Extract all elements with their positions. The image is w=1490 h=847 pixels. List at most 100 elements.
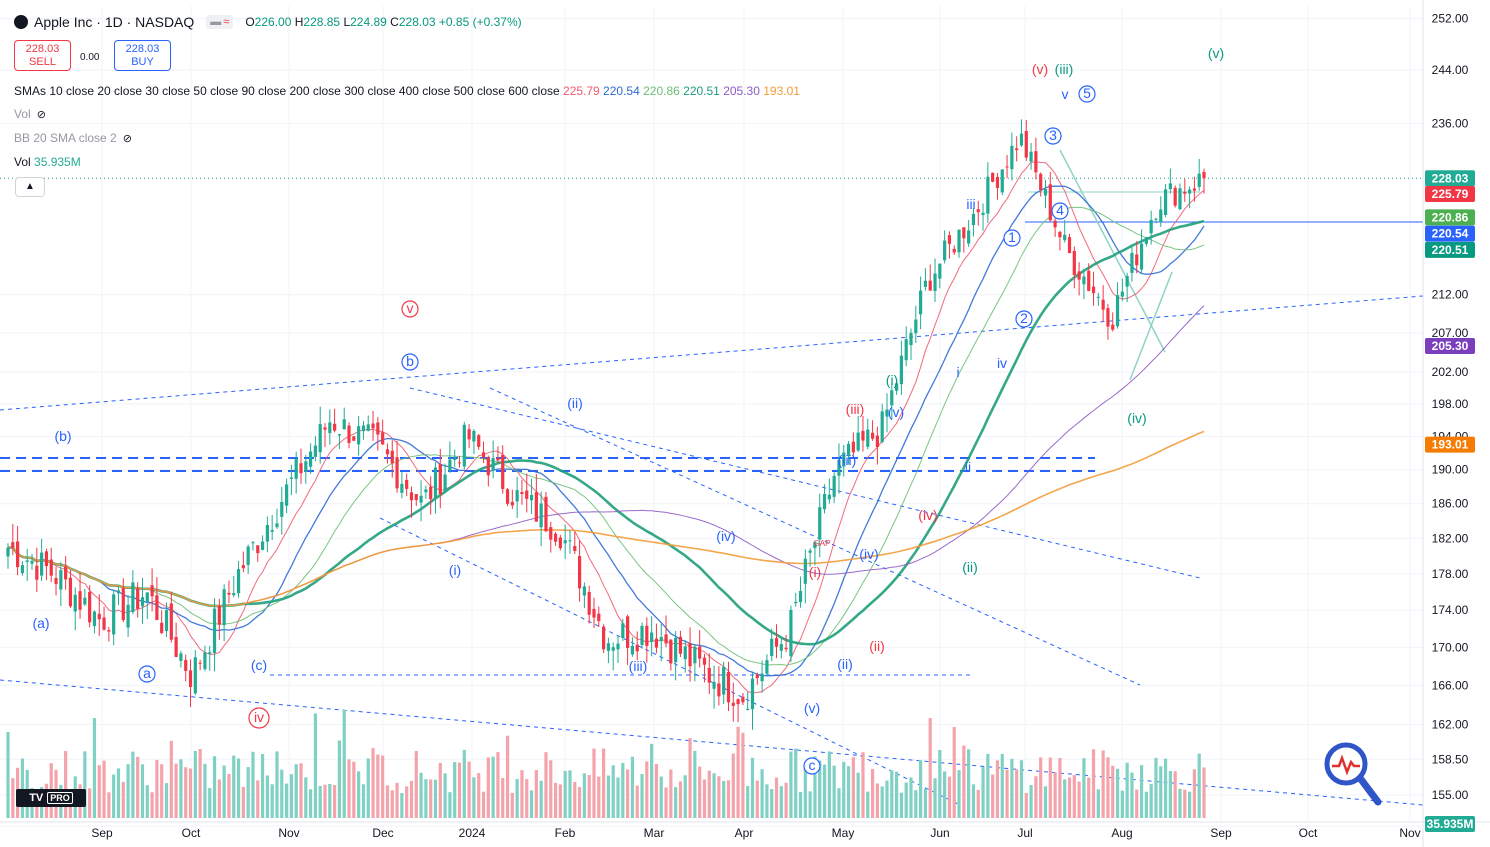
sma-legend[interactable]: SMAs 10 close 20 close 30 close 50 close…	[14, 84, 800, 98]
candle-body	[616, 643, 620, 650]
volume-bar	[731, 753, 735, 818]
candle-body	[78, 591, 82, 610]
candle-body	[164, 609, 169, 632]
candle-body	[208, 652, 212, 654]
magnifier-icon[interactable]	[1322, 740, 1382, 806]
volume-bar	[1178, 788, 1182, 818]
volume-bar	[443, 773, 447, 818]
price-tick-label: 178.00	[1432, 567, 1469, 581]
candle-body	[928, 280, 932, 291]
buy-button[interactable]: 228.03 BUY	[114, 40, 171, 71]
volume-bar	[116, 768, 121, 818]
sell-button[interactable]: 228.03 SELL	[14, 40, 71, 71]
candle-body	[933, 273, 937, 292]
candle-body	[779, 644, 783, 651]
candle-body	[361, 425, 366, 432]
candle-body	[678, 636, 683, 654]
candle-body	[952, 248, 956, 253]
candle-body	[717, 683, 721, 697]
vol-legend[interactable]: Vol 35.935M	[14, 155, 81, 169]
volume-bar	[525, 779, 529, 818]
candle-body	[236, 569, 241, 594]
candle-body	[203, 652, 207, 670]
wave-label: (iii)	[1055, 61, 1074, 77]
candle-body	[472, 430, 476, 442]
wave-label: 2	[1020, 310, 1028, 326]
candle-body	[11, 542, 15, 548]
wave-label-circle	[1051, 202, 1069, 220]
volume-bar	[674, 787, 678, 818]
volume-bar	[1125, 762, 1129, 818]
symbol-title[interactable]: Apple Inc · 1D · NASDAQ	[34, 14, 195, 30]
candle-body	[741, 696, 745, 703]
vol-hidden-legend[interactable]: Vol ⊘	[14, 107, 46, 121]
time-tick-label: Aug	[1111, 826, 1132, 840]
time-tick-label: Dec	[372, 826, 393, 840]
candle-body	[1019, 133, 1024, 146]
volume-bar	[798, 791, 803, 818]
volume-bar	[626, 769, 630, 818]
volume-bar	[760, 769, 764, 818]
candle-body	[333, 423, 337, 431]
candle-body	[770, 638, 774, 657]
price-tag-label: 193.01	[1432, 438, 1469, 452]
candle-body	[539, 503, 543, 528]
candle-body	[856, 432, 860, 451]
candle-body	[227, 592, 231, 595]
volume-bar	[842, 761, 846, 818]
candle-body	[640, 625, 644, 645]
candle-body	[827, 494, 831, 500]
price-tag-label: 205.30	[1432, 339, 1469, 353]
volume-bar	[558, 784, 562, 818]
wave-label: (iv)	[859, 546, 878, 562]
candle-body	[842, 452, 846, 467]
volume-bar	[227, 773, 231, 818]
candle-body	[97, 613, 101, 620]
volume-bar	[1034, 776, 1038, 818]
price-tag	[1425, 186, 1475, 203]
volume-bar	[323, 784, 327, 818]
candle-body	[64, 566, 68, 580]
candle-body	[1144, 237, 1148, 244]
candle-body	[962, 227, 966, 239]
eye-off-icon[interactable]: ⊘	[36, 109, 46, 121]
eye-off-icon[interactable]: ⊘	[122, 133, 132, 145]
candle-body	[25, 560, 29, 562]
candle-body	[750, 678, 755, 710]
price-tag	[1425, 209, 1475, 226]
volume-bar	[20, 758, 25, 818]
price-tag-label: 228.03	[1432, 171, 1469, 185]
candle-body	[803, 558, 807, 584]
volume-bar	[236, 758, 241, 818]
candle-body	[626, 616, 630, 648]
volume-bar	[112, 774, 116, 818]
price-tag	[1425, 170, 1475, 187]
collapse-legend-button[interactable]: ▲	[15, 177, 45, 197]
price-tag	[1425, 225, 1475, 242]
volume-bar	[971, 784, 976, 818]
volume-bar	[309, 789, 313, 818]
candle-body	[947, 235, 952, 244]
volume-bar	[693, 750, 697, 818]
candle-body	[534, 492, 538, 522]
volume-bar	[179, 759, 183, 818]
volume-bar	[347, 759, 351, 818]
compare-icon[interactable]: ▬ ≈	[206, 15, 234, 29]
price-tag-label: 220.86	[1432, 210, 1469, 224]
candle-body	[510, 501, 514, 506]
candle-body	[280, 502, 284, 517]
candle-body	[698, 646, 702, 659]
candle-body	[645, 625, 649, 646]
candle-body	[433, 467, 438, 499]
volume-bar	[1058, 758, 1062, 818]
volume-bar	[967, 749, 971, 818]
volume-bar	[424, 779, 428, 818]
candle-body	[789, 609, 793, 657]
bb-legend[interactable]: BB 20 SMA close 2 ⊘	[14, 131, 132, 145]
wave-label: (v)	[804, 700, 820, 716]
wave-label: (iv)	[1127, 410, 1146, 426]
candle-body	[347, 425, 351, 443]
candle-body	[822, 493, 827, 510]
wave-label-circle	[1044, 127, 1062, 145]
